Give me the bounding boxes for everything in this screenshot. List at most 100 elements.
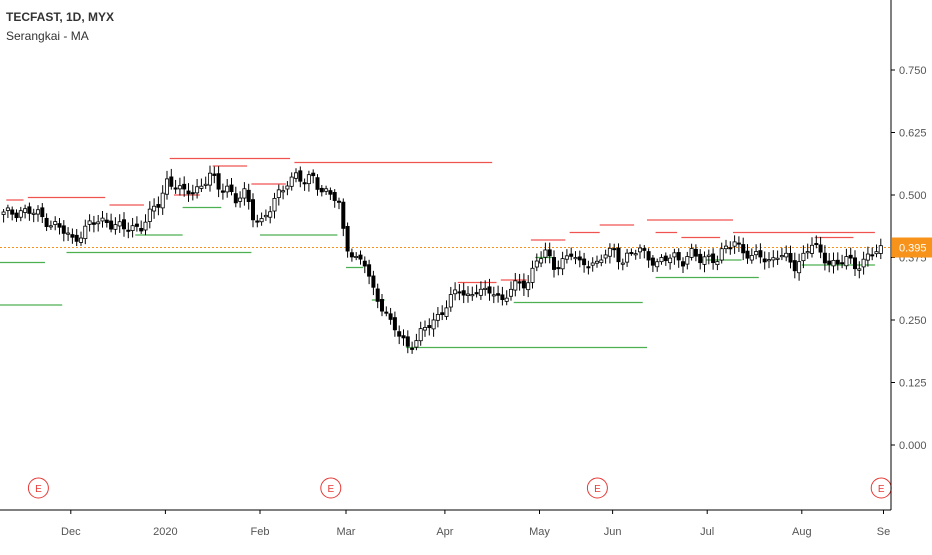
candle-body xyxy=(440,312,445,316)
candle-body xyxy=(298,170,303,182)
earnings-marker-icon xyxy=(27,477,49,499)
candle-body xyxy=(870,254,875,257)
earnings-marker-label: E xyxy=(878,484,885,495)
candle-body xyxy=(113,224,118,230)
candle-body xyxy=(306,174,311,185)
candle-body xyxy=(474,292,479,295)
candle-body xyxy=(173,187,178,190)
candle-body xyxy=(414,340,419,348)
candle-body xyxy=(332,192,337,201)
candle-body xyxy=(616,247,621,263)
candle-body xyxy=(668,257,673,264)
candle-body xyxy=(263,214,268,218)
candle-body xyxy=(44,217,49,227)
candle-body xyxy=(805,251,810,254)
candle-body xyxy=(478,288,483,296)
candle-body xyxy=(341,201,346,229)
candle-body xyxy=(698,253,703,264)
candle-body xyxy=(655,261,660,268)
candle-body xyxy=(719,248,724,261)
candle-body xyxy=(603,254,608,259)
time-axis-label: Jul xyxy=(700,526,714,538)
candle-body xyxy=(225,185,230,193)
candle-body xyxy=(728,247,733,250)
candle-body xyxy=(681,261,686,267)
candle-body xyxy=(388,313,393,320)
candle-body xyxy=(444,307,449,317)
candle-body xyxy=(878,245,883,254)
candle-body xyxy=(612,248,617,251)
candle-body xyxy=(79,237,84,243)
candle-body xyxy=(788,253,793,263)
candle-body xyxy=(465,293,470,296)
candle-body xyxy=(496,293,501,296)
candle-body xyxy=(199,185,204,189)
candle-body xyxy=(74,234,79,242)
candle-body xyxy=(70,234,75,238)
candle-body xyxy=(384,311,389,314)
candle-body xyxy=(190,192,195,195)
indicator-title[interactable]: Serangkai - MA xyxy=(6,29,89,43)
candle-body xyxy=(315,177,320,190)
candle-body xyxy=(212,173,217,176)
candle-body xyxy=(27,206,32,214)
candle-body xyxy=(164,178,169,195)
candle-body xyxy=(220,190,225,193)
candle-body xyxy=(358,254,363,260)
candle-body xyxy=(207,172,212,186)
candle-body xyxy=(745,250,750,259)
candle-body xyxy=(762,258,767,263)
price-axis-label: 0.125 xyxy=(899,378,927,390)
candle-body xyxy=(629,252,634,255)
candle-body xyxy=(152,205,157,212)
candle-body xyxy=(539,258,544,264)
candle-body xyxy=(311,172,316,177)
candle-body xyxy=(500,294,505,301)
candle-body xyxy=(491,294,496,297)
candle-body xyxy=(504,297,509,302)
candle-body xyxy=(543,249,548,258)
earnings-marker-label: E xyxy=(594,484,601,495)
candle-body xyxy=(435,313,440,321)
candle-body xyxy=(784,252,789,258)
candle-body xyxy=(857,268,862,271)
candle-body xyxy=(229,184,234,193)
candle-body xyxy=(822,252,827,264)
candle-body xyxy=(371,275,376,288)
candle-body xyxy=(246,189,251,202)
time-axis-label: Dec xyxy=(61,526,81,538)
candle-body xyxy=(569,253,574,257)
candle-body xyxy=(599,259,604,264)
candle-body xyxy=(775,257,780,260)
candle-body xyxy=(362,260,367,267)
candle-body xyxy=(259,218,264,223)
candle-body xyxy=(160,192,165,209)
candle-body xyxy=(470,294,475,297)
candle-body xyxy=(650,257,655,266)
candle-body xyxy=(392,317,397,331)
candle-body xyxy=(534,260,539,268)
symbol-title[interactable]: TECFAST, 1D, MYX xyxy=(6,10,115,24)
candle-body xyxy=(238,197,243,202)
candle-body xyxy=(633,253,638,256)
candle-body xyxy=(874,251,879,255)
time-axis-label: May xyxy=(529,526,550,538)
candle-body xyxy=(285,185,290,190)
candle-body xyxy=(156,204,161,208)
candle-body xyxy=(758,250,763,258)
time-axis-label: 2020 xyxy=(153,526,177,538)
earnings-marker-label: E xyxy=(35,484,42,495)
candle-body xyxy=(831,260,836,267)
candle-body xyxy=(319,187,324,193)
candle-body xyxy=(250,199,255,221)
candle-body xyxy=(711,253,716,264)
earnings-marker-icon xyxy=(320,477,342,499)
candle-body xyxy=(659,257,664,263)
candle-body xyxy=(195,186,200,194)
candle-body xyxy=(702,256,707,265)
time-axis-label: Feb xyxy=(251,526,270,538)
candle-body xyxy=(109,220,114,230)
candle-body xyxy=(134,223,139,227)
